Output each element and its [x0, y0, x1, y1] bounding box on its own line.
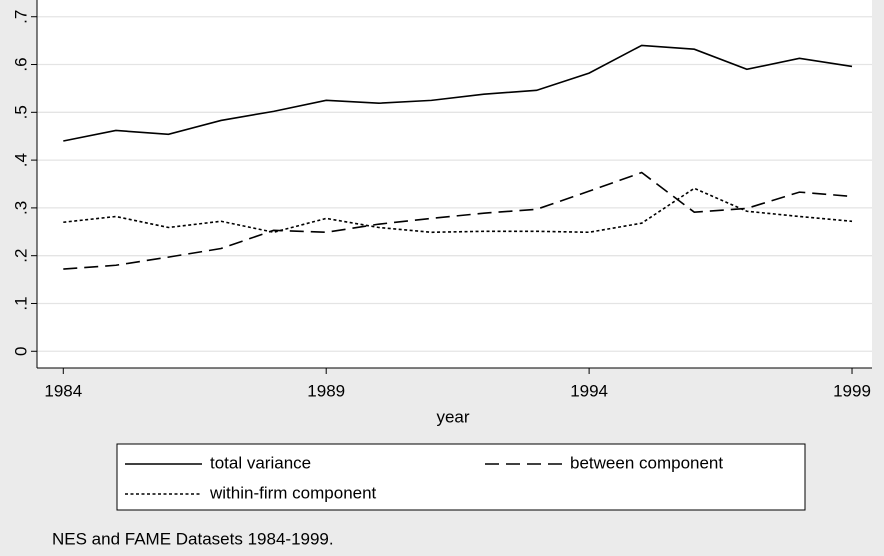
- x-tick-label: 1989: [307, 381, 345, 400]
- y-tick-label: .4: [11, 153, 30, 167]
- x-tick-label: 1994: [570, 381, 608, 400]
- y-tick-label: .1: [11, 296, 30, 310]
- series-line: [63, 44, 853, 142]
- series-line: [63, 171, 853, 270]
- y-tick-label: .2: [11, 249, 30, 263]
- y-tick-label: 0: [11, 347, 30, 356]
- x-axis-label: year: [436, 407, 469, 426]
- legend-box: [116, 443, 806, 511]
- y-tick-label: .3: [11, 201, 30, 215]
- x-tick-label: 1984: [44, 381, 82, 400]
- y-tick-label: .6: [11, 57, 30, 71]
- legend-label: between component: [570, 453, 723, 472]
- y-tick-label: .7: [11, 10, 30, 24]
- x-tick-label: 1999: [833, 381, 871, 400]
- plot-area: [37, 0, 872, 368]
- y-tick-label: .5: [11, 105, 30, 119]
- legend-label: within-firm component: [209, 483, 377, 502]
- series-line: [63, 187, 853, 234]
- note: NES and FAME Datasets 1984-1999.: [52, 529, 334, 548]
- legend-label: total variance: [210, 453, 311, 472]
